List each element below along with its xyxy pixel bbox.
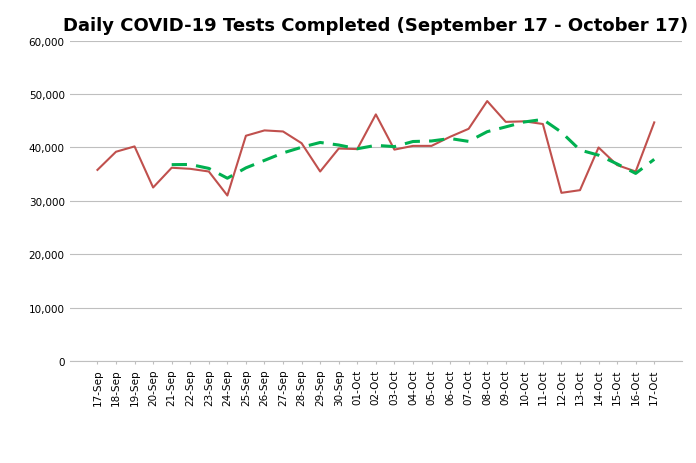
Title: Daily COVID-19 Tests Completed (September 17 - October 17): Daily COVID-19 Tests Completed (Septembe… (63, 17, 688, 35)
